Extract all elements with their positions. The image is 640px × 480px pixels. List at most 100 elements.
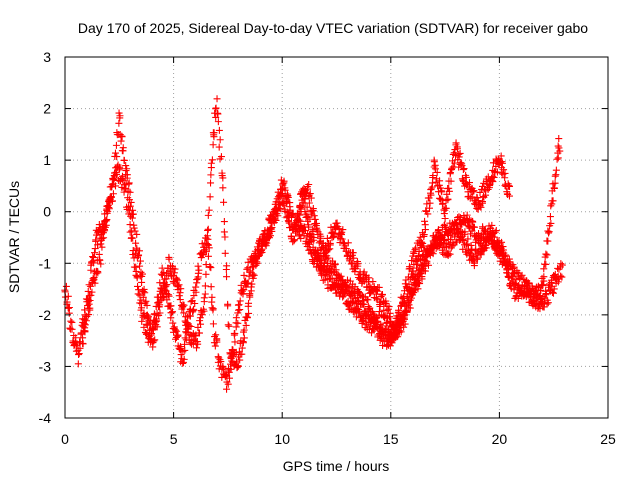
data-point <box>399 317 407 325</box>
data-point <box>264 233 272 241</box>
data-point <box>378 291 386 299</box>
data-point <box>89 275 97 283</box>
data-point <box>350 254 358 262</box>
data-point <box>303 203 311 211</box>
data-point <box>139 313 147 321</box>
data-point <box>72 342 80 350</box>
data-point <box>441 237 449 245</box>
data-point <box>144 321 152 329</box>
data-point <box>201 246 209 254</box>
data-point <box>369 325 377 333</box>
data-point <box>127 198 135 206</box>
data-point <box>535 293 543 301</box>
data-point <box>401 307 409 315</box>
data-point <box>423 257 431 265</box>
data-point <box>444 196 452 204</box>
data-point <box>424 210 432 218</box>
data-point <box>217 153 225 161</box>
data-point <box>467 241 475 249</box>
data-point <box>460 230 468 238</box>
data-point <box>436 195 444 203</box>
y-tick-label: -2 <box>39 307 52 323</box>
data-point <box>510 286 518 294</box>
data-point <box>209 306 217 314</box>
x-tick-label: 10 <box>274 431 290 447</box>
data-point <box>418 252 426 260</box>
data-point <box>284 192 292 200</box>
data-point <box>236 297 244 305</box>
data-point <box>464 235 472 243</box>
data-point <box>88 258 96 266</box>
data-point <box>244 279 252 287</box>
data-point <box>197 320 205 328</box>
data-point <box>493 168 501 176</box>
data-point <box>96 256 104 264</box>
data-point <box>319 276 327 284</box>
data-point <box>98 234 106 242</box>
data-point <box>468 227 476 235</box>
data-point <box>165 255 173 263</box>
data-point <box>103 216 111 224</box>
data-point <box>180 358 188 366</box>
data-point <box>232 358 240 366</box>
data-point <box>128 227 136 235</box>
data-point <box>544 299 552 307</box>
data-point <box>382 319 390 327</box>
data-point <box>221 233 229 241</box>
data-point <box>261 227 269 235</box>
data-point <box>445 184 453 192</box>
data-point <box>187 323 195 331</box>
data-point <box>249 270 257 278</box>
data-point <box>296 211 304 219</box>
data-point <box>223 262 231 270</box>
data-point <box>435 242 443 250</box>
data-point <box>226 374 234 382</box>
data-point <box>111 182 119 190</box>
data-point <box>496 247 504 255</box>
data-point <box>213 95 221 103</box>
data-point <box>459 166 467 174</box>
data-point <box>143 301 151 309</box>
data-point <box>216 136 224 144</box>
data-point <box>140 288 148 296</box>
data-point <box>126 221 134 229</box>
data-point <box>464 245 472 253</box>
data-point <box>223 273 231 281</box>
data-point <box>68 325 76 333</box>
series-track-b <box>79 95 514 372</box>
data-point <box>431 161 439 169</box>
data-point <box>193 338 201 346</box>
data-point <box>94 241 102 249</box>
data-point <box>553 155 561 163</box>
data-point <box>382 297 390 305</box>
x-tick-label: 15 <box>383 431 399 447</box>
data-point <box>138 278 146 286</box>
y-tick-label: -1 <box>39 255 52 271</box>
data-point <box>65 309 73 317</box>
data-point <box>318 271 326 279</box>
grid-lines <box>65 57 608 418</box>
data-point <box>177 285 185 293</box>
data-point <box>126 188 134 196</box>
data-point <box>153 323 161 331</box>
data-point <box>236 356 244 364</box>
data-point <box>338 235 346 243</box>
data-point <box>136 257 144 265</box>
data-point <box>272 216 280 224</box>
data-point <box>432 233 440 241</box>
data-point <box>171 265 179 273</box>
data-point <box>210 129 218 137</box>
data-point <box>119 176 127 184</box>
data-point <box>194 262 202 270</box>
data-point <box>388 335 396 343</box>
data-point <box>206 193 214 201</box>
data-point <box>548 288 556 296</box>
data-point <box>192 288 200 296</box>
series-track-c <box>296 135 564 342</box>
data-point <box>193 279 201 287</box>
data-point <box>67 317 75 325</box>
data-point <box>220 365 228 373</box>
data-point <box>175 292 183 300</box>
data-point <box>295 222 303 230</box>
data-point <box>110 175 118 183</box>
